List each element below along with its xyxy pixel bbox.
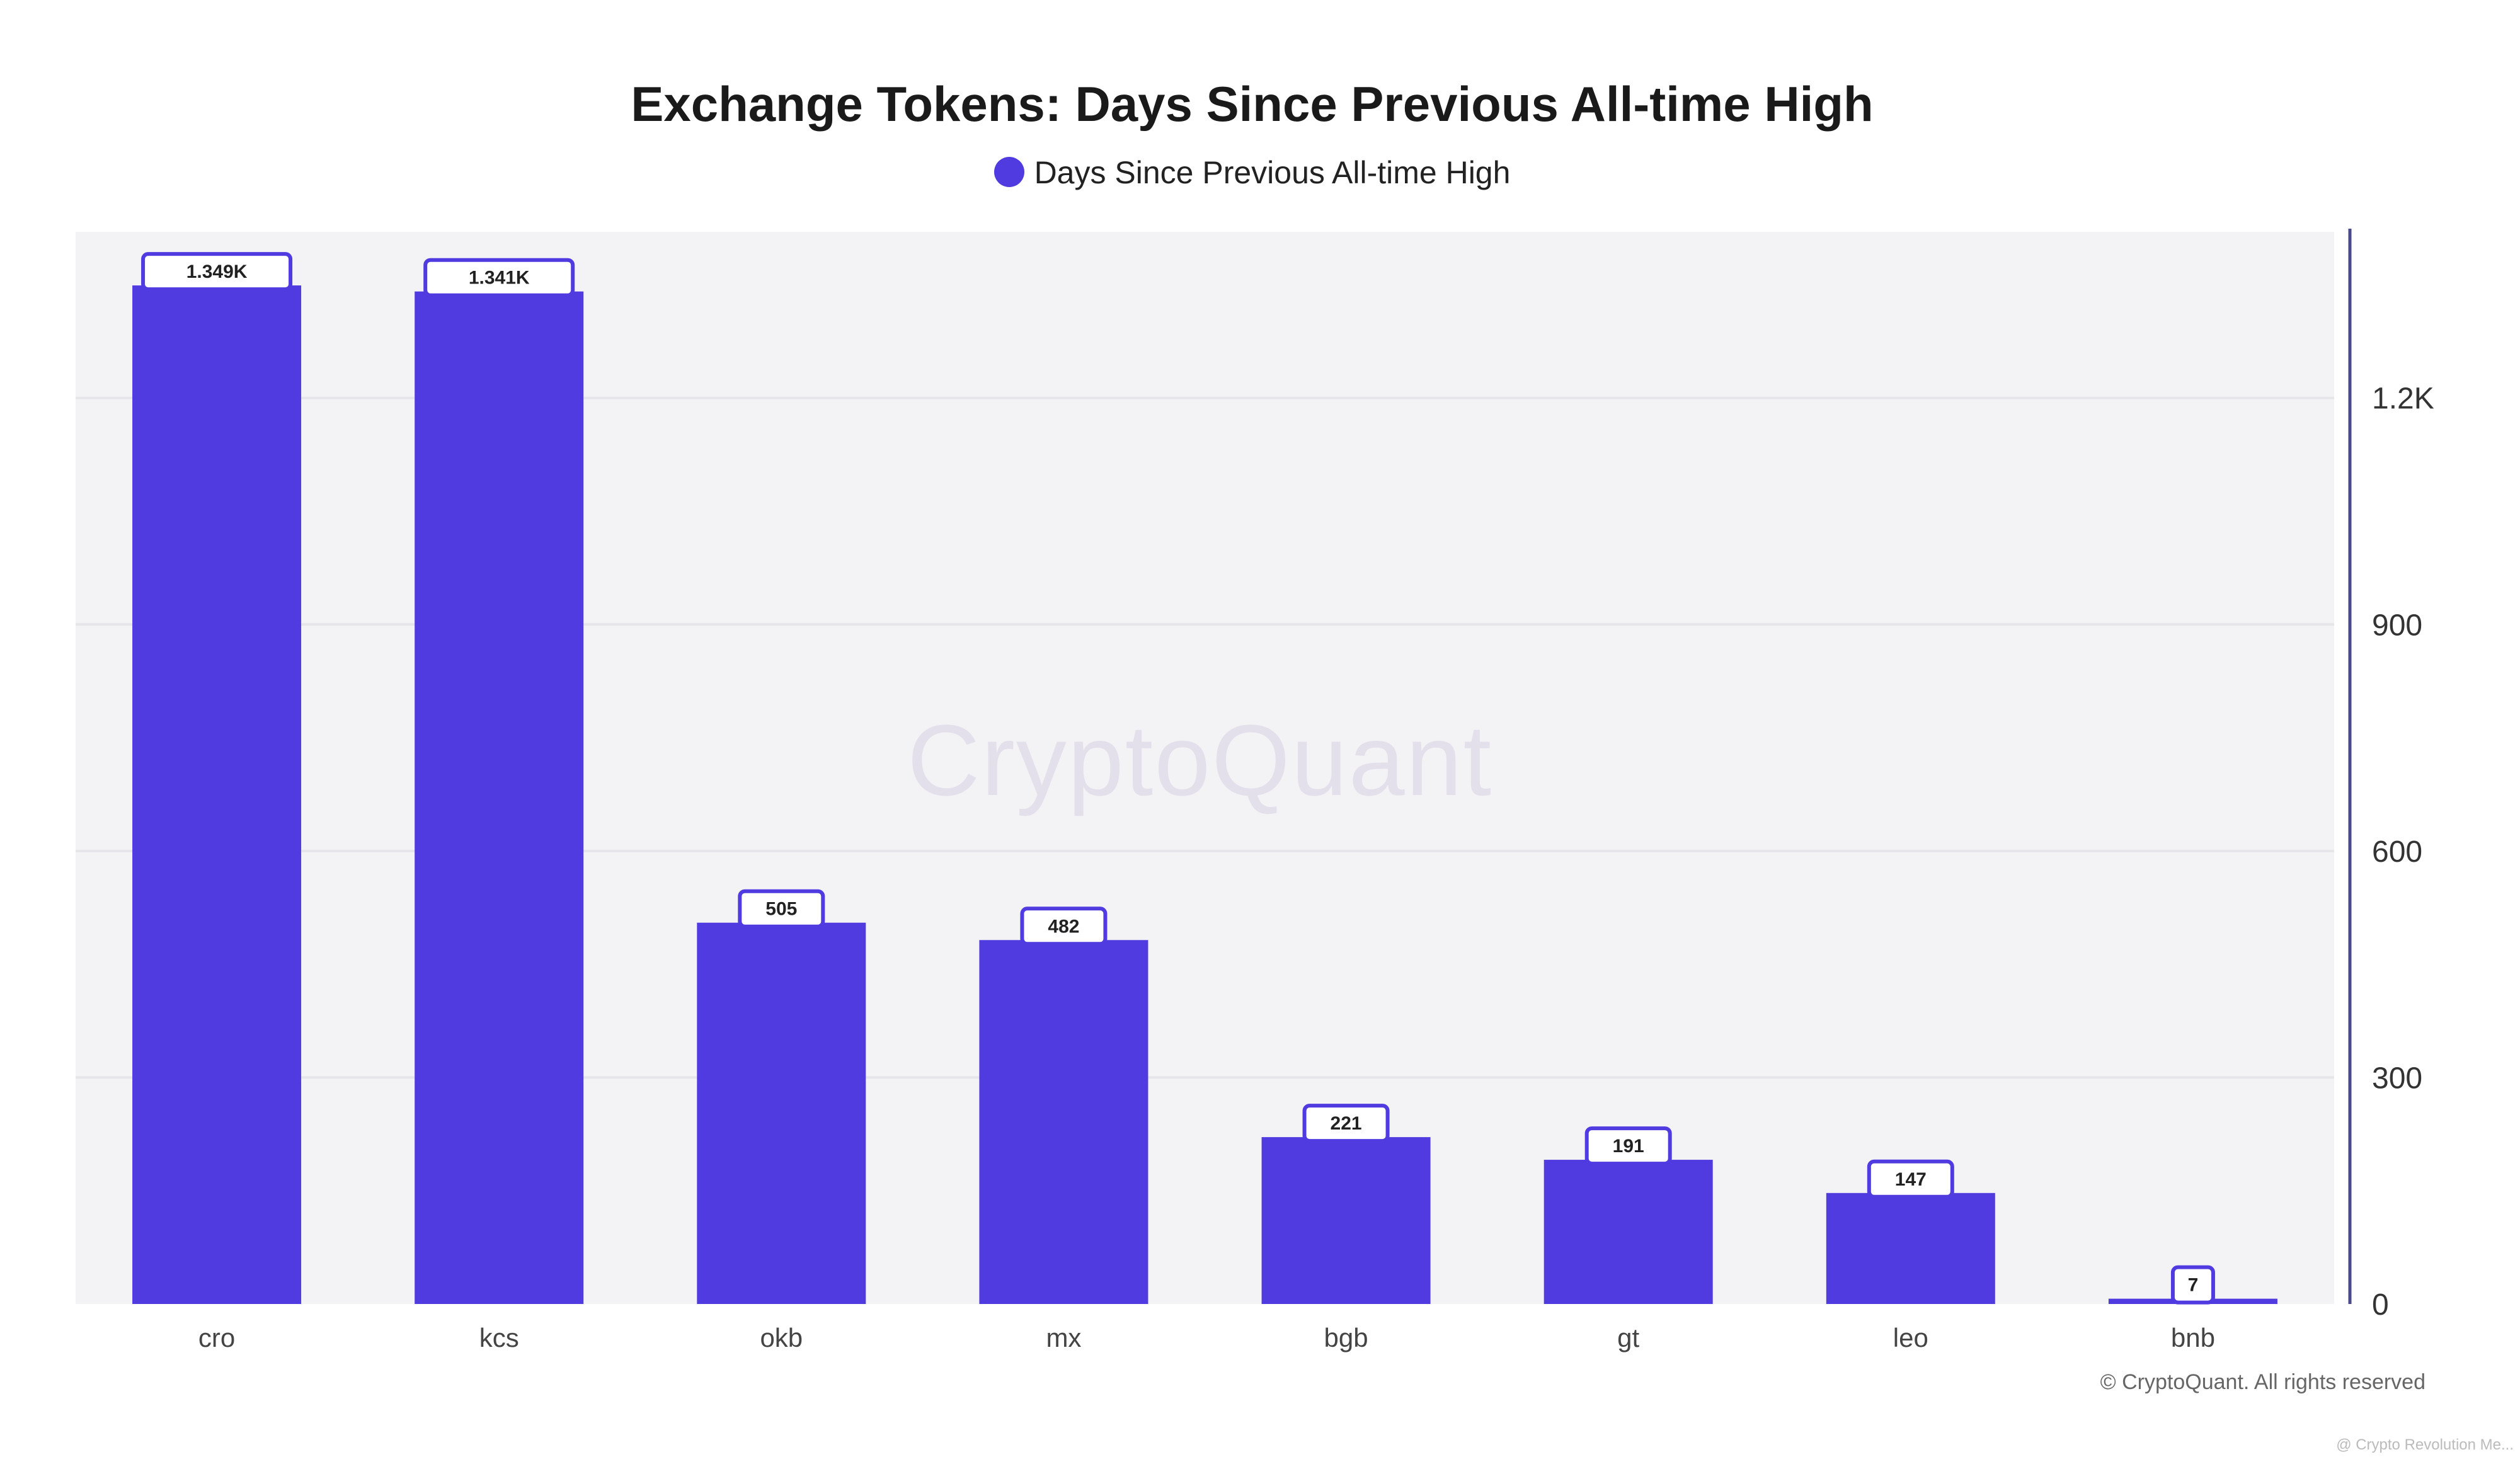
chart-title: Exchange Tokens: Days Since Previous All… — [631, 76, 1874, 132]
watermark: CryptoQuant — [907, 704, 1493, 816]
copyright-text: © CryptoQuant. All rights reserved — [2100, 1370, 2426, 1394]
data-label: 482 — [1048, 916, 1079, 937]
data-label-box — [1020, 906, 1108, 946]
legend-marker — [994, 157, 1024, 187]
bar-bgb — [1261, 1137, 1431, 1304]
data-label-box — [423, 258, 575, 297]
y-tick-label: 0 — [2372, 1288, 2389, 1322]
bar-leo — [1826, 1192, 1995, 1304]
bar-cro — [132, 285, 302, 1305]
x-tick-label: cro — [198, 1323, 235, 1352]
data-label-box — [1302, 1104, 1390, 1143]
data-label-box — [141, 252, 293, 292]
y-tick-label: 1.2K — [2372, 382, 2434, 416]
data-label-box — [1584, 1126, 1672, 1166]
bar-kcs — [415, 291, 584, 1304]
x-tick-label: kcs — [479, 1323, 519, 1352]
x-tick-label: gt — [1617, 1323, 1639, 1352]
x-tick-label: leo — [1893, 1323, 1928, 1352]
data-label: 7 — [2188, 1275, 2199, 1296]
data-label-box — [1867, 1159, 1954, 1199]
corner-note: @ Crypto Revolution Me... — [2336, 1436, 2514, 1453]
legend[interactable]: Days Since Previous All-time High — [0, 154, 2504, 191]
y-tick-label: 900 — [2372, 609, 2422, 642]
data-label: 191 — [1613, 1136, 1644, 1157]
bar-okb — [697, 922, 866, 1304]
bar-mx — [979, 940, 1148, 1304]
bar-gt — [1544, 1160, 1713, 1304]
x-tick-label: okb — [760, 1323, 803, 1352]
data-label: 1.341K — [469, 268, 530, 289]
data-label: 505 — [765, 899, 797, 920]
x-tick-label: mx — [1046, 1323, 1081, 1352]
x-tick-label: bgb — [1324, 1323, 1368, 1352]
data-label-box — [2170, 1265, 2215, 1305]
data-label-box — [738, 889, 825, 929]
data-label: 221 — [1331, 1113, 1362, 1134]
x-tick-label: bnb — [2171, 1323, 2215, 1352]
data-label: 147 — [1895, 1169, 1927, 1190]
data-label: 1.349K — [186, 261, 248, 282]
y-tick-label: 300 — [2372, 1061, 2422, 1095]
y-tick-label: 600 — [2372, 835, 2422, 869]
legend-label: Days Since Previous All-time High — [1034, 155, 1511, 190]
